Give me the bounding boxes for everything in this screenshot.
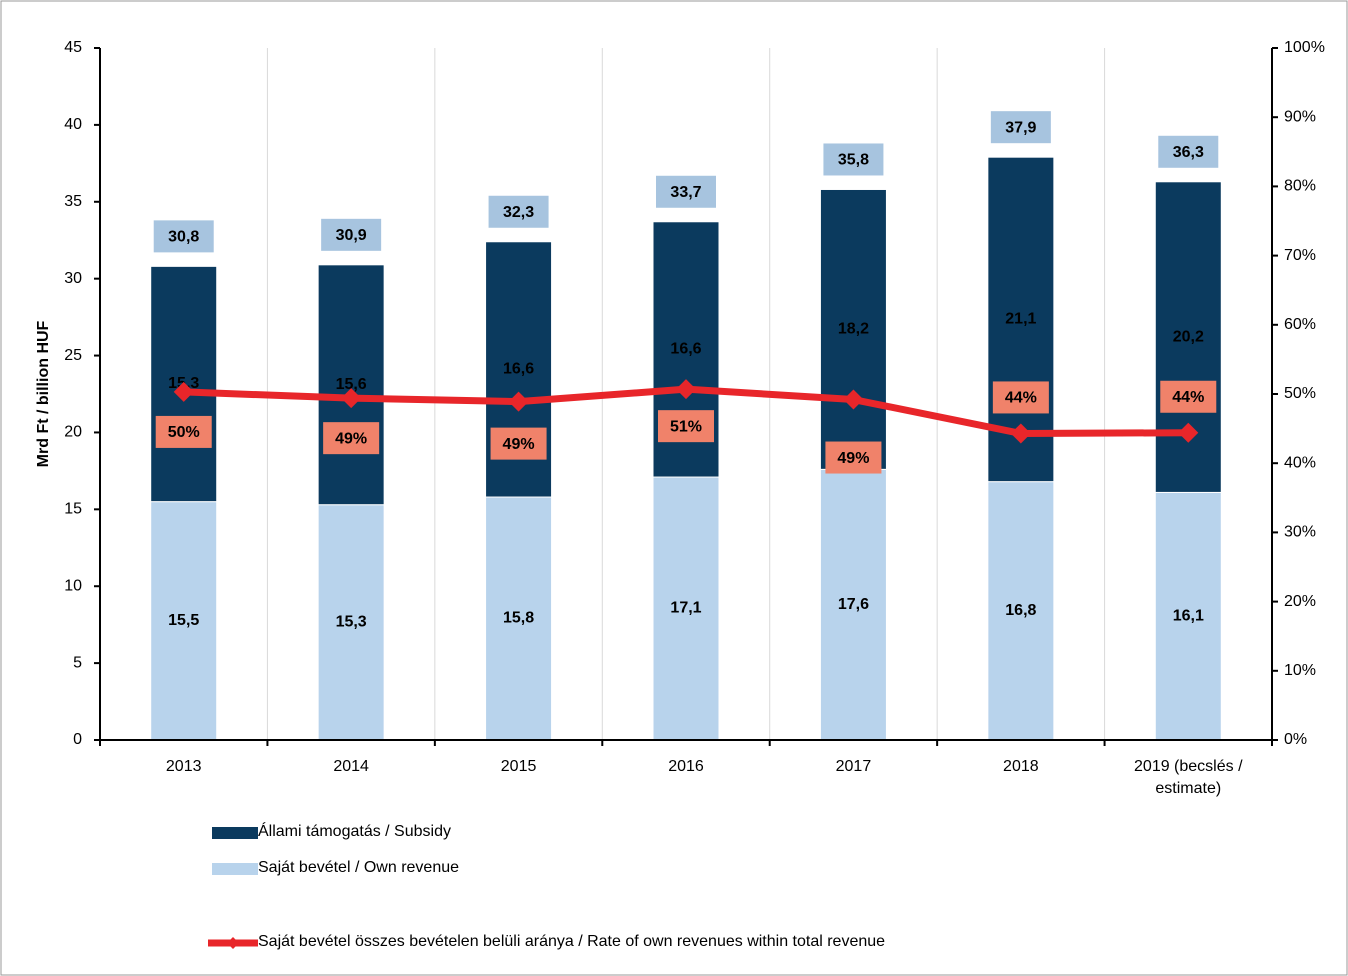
line-label-box: [323, 422, 380, 455]
line-value-label: 44%: [1005, 390, 1037, 407]
x-tick-label: 2018: [1003, 758, 1039, 775]
y2-tick-label: 0%: [1284, 731, 1307, 748]
total-label: 33,7: [670, 184, 701, 201]
line-value-label: 49%: [335, 430, 367, 447]
bar-value-label: 15,5: [168, 612, 199, 629]
x-tick-label: 2016: [668, 758, 704, 775]
total-label: 35,8: [838, 152, 869, 169]
x-tick-label: 2017: [835, 758, 872, 775]
bar-value-label: 20,2: [1173, 328, 1204, 345]
legend-label: Saját bevétel összes bevételen belüli ar…: [258, 933, 886, 950]
total-label: 30,9: [336, 227, 367, 244]
bar-value-label: 21,1: [1005, 311, 1036, 328]
bar-value-label: 17,6: [838, 596, 869, 613]
bar-segment: [652, 476, 720, 741]
bar-segment: [317, 264, 385, 506]
legend-marker: [227, 937, 239, 949]
bar-segment: [1154, 491, 1222, 741]
bar-value-label: 16,6: [503, 361, 534, 378]
y2-tick-label: 80%: [1284, 178, 1316, 195]
y2-tick-label: 10%: [1284, 662, 1316, 679]
y2-tick-label: 90%: [1284, 108, 1316, 125]
total-label-box: [488, 195, 549, 228]
y-tick-label: 0: [73, 731, 82, 748]
legend-swatch: [212, 827, 258, 839]
total-label: 30,8: [168, 229, 199, 246]
bar-segment: [819, 188, 887, 470]
total-label-box: [1158, 135, 1219, 168]
x-tick-label: 2019 (becslés / estimate): [1134, 758, 1243, 797]
bar-segment: [819, 468, 887, 741]
y-tick-label: 5: [73, 654, 82, 671]
y2-tick-label: 30%: [1284, 524, 1316, 541]
total-label-box: [656, 175, 716, 208]
line-label-box: [992, 381, 1049, 414]
line-value-label: 49%: [503, 436, 535, 453]
bar-value-label: 16,8: [1005, 602, 1036, 619]
bar-segment: [1154, 181, 1222, 493]
y-tick-label: 20: [64, 424, 82, 441]
bar-segment: [150, 501, 218, 741]
line-label-box: [658, 410, 714, 443]
bar-segment: [485, 496, 553, 741]
total-label: 37,9: [1005, 119, 1036, 136]
y2-tick-label: 100%: [1284, 39, 1325, 56]
total-label-box: [321, 218, 382, 251]
line-label-box: [1160, 380, 1217, 413]
y-axis-label: Mrd Ft / billion HUF: [35, 320, 52, 467]
bar-value-label: 18,2: [838, 321, 869, 338]
y-tick-label: 15: [64, 501, 82, 518]
y-tick-label: 35: [64, 193, 82, 210]
line-marker: [1178, 422, 1199, 443]
bar-value-label: 15,6: [336, 376, 367, 393]
legend-label: Saját bevétel / Own revenue: [258, 859, 460, 876]
bar-value-label: 15,3: [336, 614, 367, 631]
total-label: 36,3: [1173, 144, 1204, 161]
line-marker: [843, 389, 864, 410]
line-marker: [508, 391, 529, 412]
x-tick-label: 2014: [333, 758, 369, 775]
y-tick-label: 10: [64, 577, 82, 594]
y2-tick-label: 20%: [1284, 593, 1316, 610]
bar-value-label: 16,6: [670, 341, 701, 358]
legend-swatch: [212, 863, 258, 875]
bar-value-label: 15,8: [503, 610, 534, 627]
y-tick-label: 25: [64, 347, 82, 364]
x-tick-label: 2015: [500, 758, 537, 775]
line-marker: [676, 379, 696, 400]
line-value-label: 51%: [670, 418, 702, 435]
y2-tick-label: 50%: [1284, 385, 1316, 402]
bar-segment: [317, 504, 385, 741]
total-label: 32,3: [503, 204, 534, 221]
line-value-label: 49%: [837, 450, 869, 467]
line-marker: [341, 388, 362, 409]
y-tick-label: 40: [64, 116, 82, 133]
y-tick-label: 30: [64, 270, 82, 287]
line-marker: [173, 381, 194, 402]
y2-tick-label: 60%: [1284, 316, 1316, 333]
legend-label: Állami támogatás / Subsidy: [258, 823, 451, 840]
line-label-box: [825, 441, 882, 474]
bar-value-label: 17,1: [670, 600, 701, 617]
y2-tick-label: 40%: [1284, 454, 1316, 471]
line-marker: [1010, 423, 1031, 444]
total-label-box: [153, 220, 214, 253]
x-tick-label: 2013: [165, 758, 202, 775]
line-value-label: 44%: [1172, 389, 1204, 406]
total-label-box: [823, 143, 884, 176]
line-value-label: 50%: [168, 424, 200, 441]
y2-tick-label: 70%: [1284, 247, 1316, 264]
bar-segment: [987, 481, 1055, 741]
bar-segment: [150, 265, 218, 503]
bar-value-label: 16,1: [1173, 607, 1204, 624]
total-label-box: [990, 111, 1051, 144]
line-label-box: [490, 427, 547, 460]
y-tick-label: 45: [64, 39, 82, 56]
line-label-box: [155, 415, 212, 448]
